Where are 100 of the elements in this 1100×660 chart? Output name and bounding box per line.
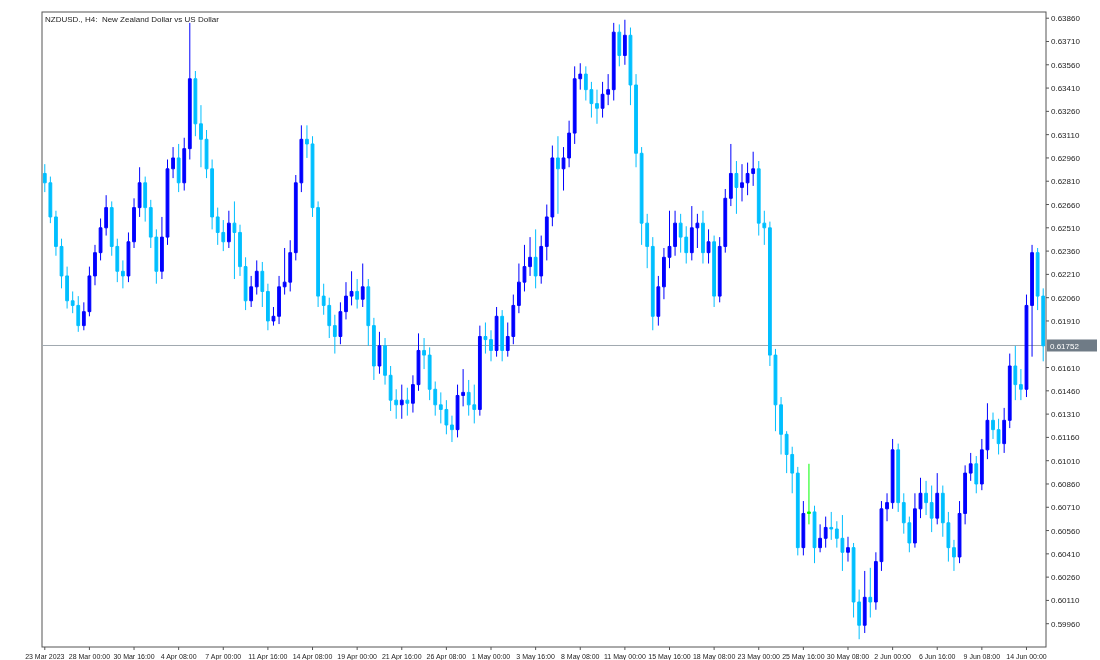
y-tick-label: 0.62660: [1051, 200, 1081, 210]
y-tick-label: 0.61310: [1051, 410, 1081, 420]
candlestick: [494, 306, 499, 358]
candlestick: [952, 539, 956, 572]
y-tick-label: 0.59960: [1051, 619, 1081, 629]
candlestick: [595, 89, 599, 125]
candlestick: [405, 387, 410, 417]
candlestick: [996, 418, 1001, 455]
candlestick: [193, 70, 198, 137]
candlestick: [728, 143, 733, 207]
candlestick: [890, 438, 895, 510]
candlestick: [868, 567, 873, 618]
y-tick-label: 0.62360: [1051, 247, 1081, 257]
candlestick: [846, 536, 850, 563]
candlestick: [795, 466, 800, 556]
candlestick: [896, 443, 901, 513]
candlestick: [383, 337, 387, 386]
ref-line-label: 0.61752: [1050, 341, 1080, 351]
y-tick-label: 0.61460: [1051, 386, 1081, 396]
candlestick: [238, 224, 242, 277]
y-tick-label: 0.62060: [1051, 293, 1081, 303]
candlestick: [622, 19, 627, 66]
candlestick: [829, 511, 834, 541]
candlestick: [500, 309, 505, 362]
y-tick-label: 0.61010: [1051, 456, 1081, 466]
candlestick: [818, 523, 822, 553]
candlestick: [338, 301, 343, 345]
candlestick: [974, 455, 979, 494]
candlestick: [377, 331, 382, 375]
candlestick: [968, 452, 973, 482]
candlestick: [344, 281, 348, 320]
y-tick-label: 0.60410: [1051, 549, 1081, 559]
chart-title: NZDUSD., H4: New Zealand Dollar vs US Dollar: [45, 15, 220, 24]
candlestick: [706, 228, 711, 265]
y-tick-label: 0.63260: [1051, 107, 1081, 117]
candlestick: [935, 472, 940, 525]
candlestick: [143, 176, 148, 223]
candlestick: [801, 500, 806, 556]
candlestick: [266, 283, 270, 331]
candlestick: [1007, 353, 1012, 429]
candlestick: [712, 235, 717, 308]
y-tick-label: 0.62210: [1051, 270, 1081, 280]
candlestick: [617, 23, 622, 67]
candlestick: [539, 235, 544, 285]
candlestick: [332, 314, 337, 355]
candlestick: [366, 278, 371, 347]
candlestick: [483, 322, 488, 355]
candlestick: [656, 275, 661, 327]
candlestick: [477, 325, 482, 417]
candlestick: [254, 259, 259, 296]
candlestick: [399, 384, 404, 420]
candlestick: [556, 135, 560, 215]
candlestick: [137, 166, 142, 218]
y-tick-label: 0.61160: [1051, 433, 1080, 443]
candlestick: [226, 210, 231, 249]
candlestick: [489, 329, 493, 362]
y-tick-label: 0.63110: [1051, 130, 1080, 140]
candlestick: [740, 163, 744, 202]
candlestick: [260, 261, 265, 308]
y-tick-label: 0.62810: [1051, 177, 1081, 187]
y-tick-label: 0.62510: [1051, 223, 1081, 233]
candlestick: [611, 22, 616, 101]
y-tick-label: 0.60260: [1051, 573, 1081, 583]
y-tick-label: 0.62960: [1051, 153, 1081, 163]
candlestick: [187, 22, 192, 160]
y-tick-label: 0.63860: [1051, 14, 1081, 24]
candlestick: [199, 104, 203, 168]
candlestick: [533, 228, 538, 289]
candlestick: [823, 516, 828, 549]
candlestick: [93, 244, 97, 286]
y-tick-label: 0.61910: [1051, 316, 1081, 326]
candlestick: [450, 415, 454, 443]
candlestick: [232, 200, 237, 280]
y-tick-label: 0.63560: [1051, 60, 1081, 70]
y-tick-label: 0.60560: [1051, 526, 1081, 536]
candlestick: [1013, 345, 1018, 401]
candlestick: [360, 263, 365, 308]
candlestick: [701, 210, 705, 265]
candlestick: [924, 480, 928, 516]
candlestick: [734, 160, 739, 215]
candlestick: [349, 270, 354, 306]
candlestick: [991, 412, 995, 440]
candlestick: [176, 143, 181, 193]
candlestick: [1019, 368, 1023, 401]
candlestick: [1002, 407, 1007, 454]
candlestick: [371, 317, 376, 381]
y-tick-label: 0.60860: [1051, 479, 1081, 489]
y-tick-label: 0.60110: [1051, 596, 1080, 606]
candlestick: [120, 259, 125, 289]
candlestick: [812, 505, 817, 564]
y-tick-label: 0.61610: [1051, 363, 1081, 373]
candlestick: [807, 463, 811, 525]
candlestick: [249, 275, 254, 308]
candlestick: [422, 337, 426, 370]
y-tick-label: 0.63410: [1051, 84, 1081, 94]
y-tick-label: 0.60710: [1051, 503, 1081, 513]
candlestick: [355, 278, 360, 310]
y-tick-label: 0.63710: [1051, 37, 1081, 47]
candlestick: [650, 236, 655, 331]
candlestick: [182, 137, 187, 192]
